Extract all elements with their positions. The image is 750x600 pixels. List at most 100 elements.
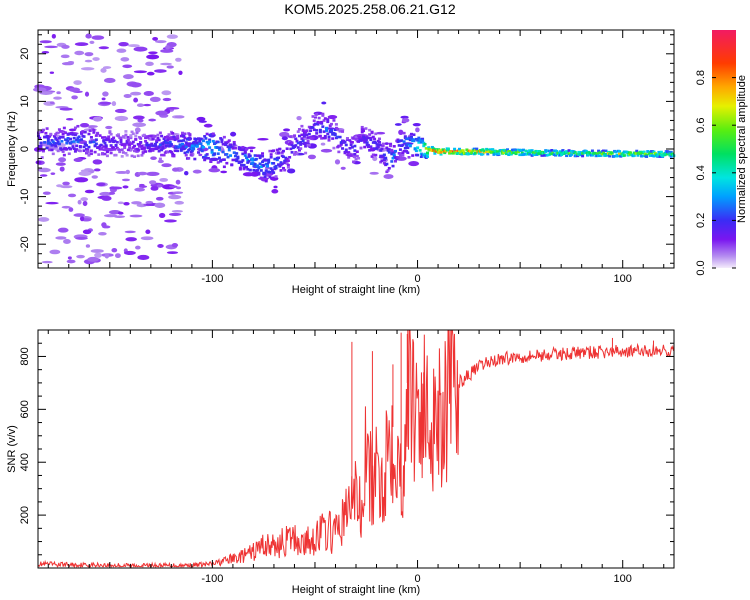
spectrogram-cell [48,148,52,152]
spectrogram-cell [301,139,305,143]
spectrogram-cell [381,144,385,147]
spectrogram-cell [318,130,322,134]
spectrogram-cell [251,157,255,160]
spectrogram-cell [66,136,70,140]
spectrogram-cell [242,163,246,167]
spectrogram-cell [211,139,215,143]
spectrogram-cell [327,138,331,142]
spectrogram-cell [208,138,212,142]
spectrogram-cell [669,150,673,154]
spectrogram-cell [179,134,183,138]
spectrogram-cell [387,148,391,151]
spectrogram-noise-cell [415,127,420,133]
spectrogram-cell [421,137,425,141]
spectrogram-cell [39,146,43,150]
spectrogram-cell [231,147,235,150]
spectrogram-cell [650,151,654,155]
spectrogram-cell [128,146,132,149]
spectrogram-cell [209,160,213,163]
spectrogram-cell [286,166,290,169]
spectrogram-cell [220,138,224,141]
colorbar-tick-label: 0.0 [695,260,707,275]
spectrogram-cell [638,152,642,155]
spectrogram-cell [119,140,123,144]
spectrogram-cell [486,148,490,152]
spectrogram-noise-cell [84,91,90,97]
spectrogram-cell [221,150,225,154]
spectrogram-noise-cell [148,180,157,185]
spectrogram-cell [57,142,61,146]
spectrogram-cell [65,147,69,151]
spectrogram-cell [86,150,90,153]
spectrogram-cell [93,144,97,147]
spectrogram-cell [517,150,521,154]
spectrogram-cell [301,128,305,132]
spectrogram-cell [323,117,327,120]
spectrogram-cell [259,165,263,169]
spectrogram-cell [380,159,384,162]
spectrogram-cell [280,162,284,166]
spectrogram-cell [258,154,262,158]
spectrogram-cell [224,143,228,147]
spectrogram-cell [153,144,157,147]
spectrogram-cell [204,156,208,160]
spectrogram-noise-cell [157,244,164,248]
spectrogram-cell [158,143,162,147]
spectrogram-cell [67,152,71,156]
spectrogram-cell [131,140,135,144]
spectrogram-cell [166,138,170,142]
spectrogram-noise-cell [154,69,167,73]
spectrogram-cell [217,156,221,160]
spectrogram-noise-cell [320,148,333,153]
spectrogram-cell [300,137,304,140]
spectrogram-cell [222,135,226,139]
spectrogram-noise-cell [122,74,134,80]
spectrogram-cell [533,153,537,157]
spectrogram-cell [524,149,528,153]
spectrogram-cell [205,132,209,136]
spectrogram-noise-cell [257,138,269,141]
spectrogram-cell [185,150,189,154]
spectrogram-cell [240,164,244,167]
spectrogram-cell [573,151,577,154]
spectrogram-cell [534,149,538,153]
spectrogram-cell [534,151,538,155]
spectrogram-cell [56,149,60,153]
spectrogram-cell [130,142,134,145]
spectrogram-cell [166,150,170,154]
spectrogram-cell [371,153,375,157]
spectrogram-cell [230,163,234,166]
spectrogram-cell [286,159,290,162]
spectrogram-cell [395,157,399,161]
spectrogram-cell [416,146,420,150]
spectrogram-cell [289,147,293,151]
spectrogram-cell [285,162,289,165]
spectrogram-cell [115,146,119,150]
spectrogram-cell [348,146,352,150]
spectrogram-cell [379,154,383,158]
spectrogram-cell [219,137,223,140]
spectrogram-noise-cell [171,210,183,213]
spectrogram-cell [459,151,463,154]
spectrogram-cell [363,140,367,144]
spectrogram-cell [279,169,283,172]
spectrogram-noise-cell [132,115,145,120]
spectrogram-cell [393,159,397,163]
spectrogram-cell [402,149,406,153]
spectrogram-cell [411,154,415,157]
spectrogram-cell [493,149,497,153]
spectrogram-cell [542,154,546,157]
spectrogram-cell [110,137,114,141]
spectrogram-cell [496,150,500,153]
spectrogram-cell [322,130,326,133]
spectrogram-cell [550,149,554,152]
spectrogram-cell [392,153,396,157]
spectrogram-noise-cell [279,131,290,138]
spectrogram-cell [152,135,156,139]
spectrogram-cell [268,170,272,174]
colorbar-tick-label: 0.4 [695,165,707,180]
spectrogram-cell [299,147,303,150]
spectrogram-cell [137,145,141,148]
spectrogram-cell [539,152,543,156]
spectrogram-cell [622,154,626,157]
